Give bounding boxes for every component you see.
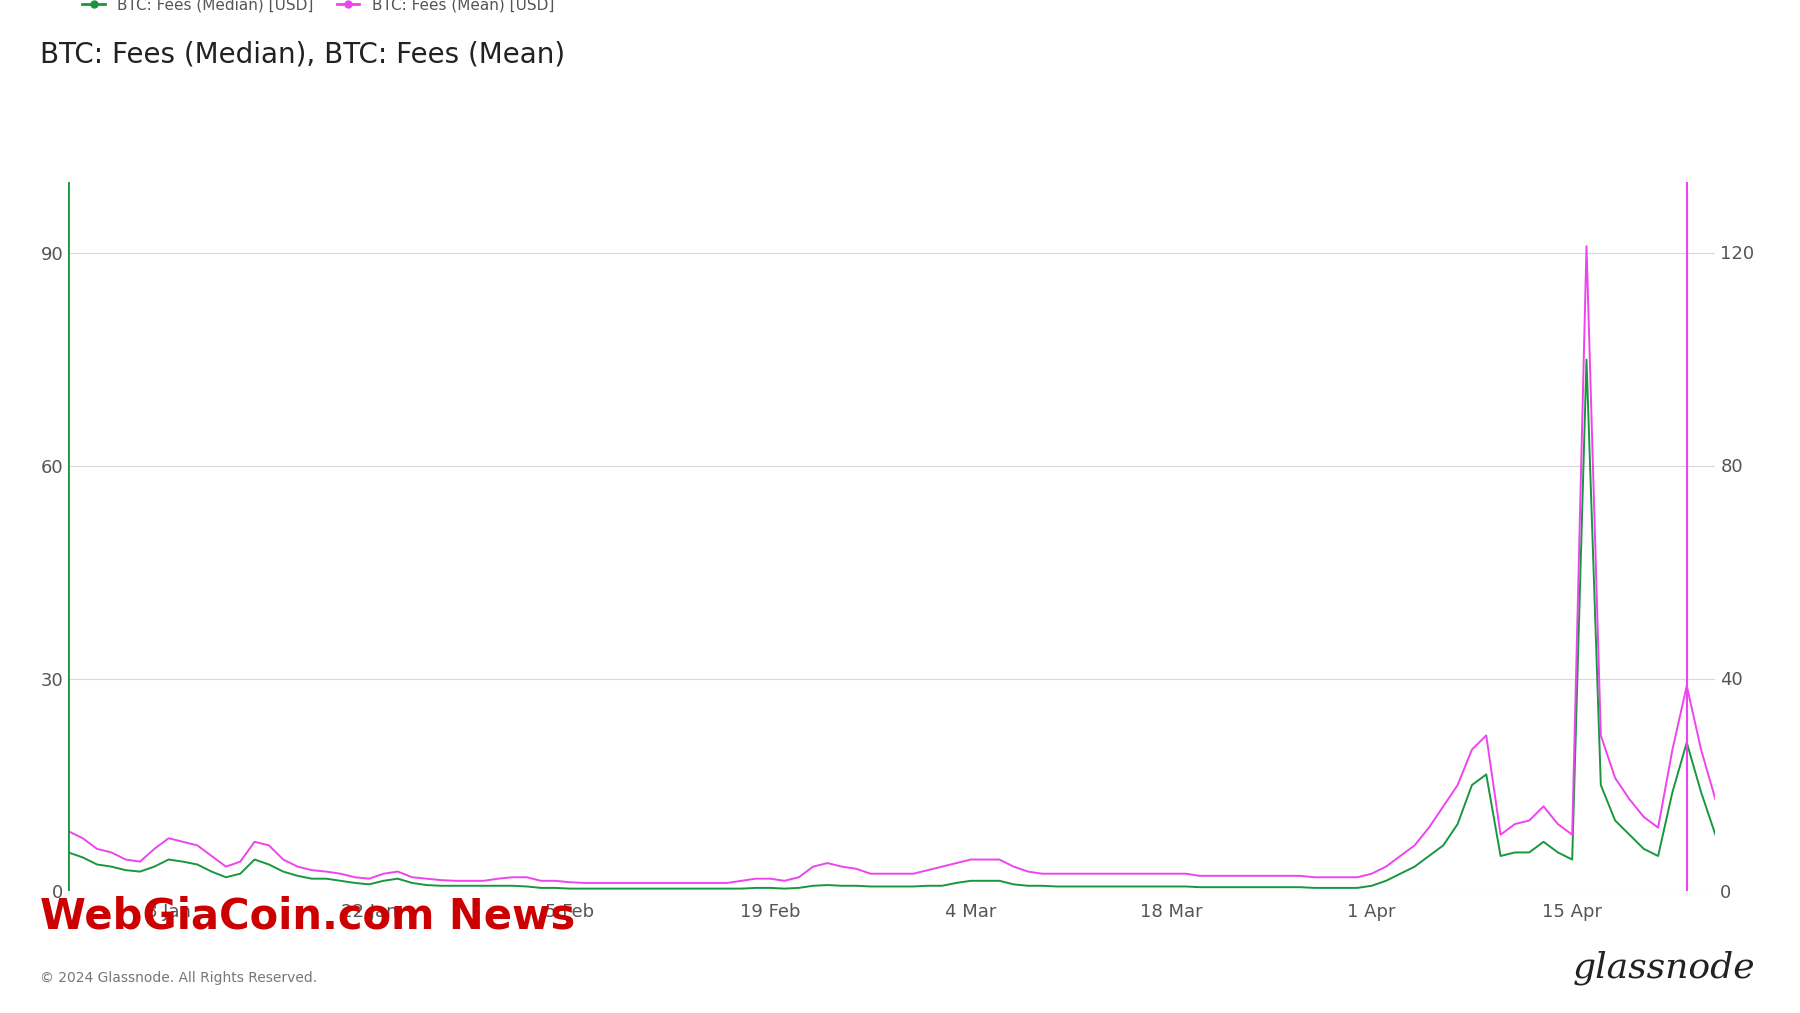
- Text: glassnode: glassnode: [1573, 950, 1755, 985]
- Text: BTC: Fees (Median), BTC: Fees (Mean): BTC: Fees (Median), BTC: Fees (Mean): [40, 41, 565, 69]
- Legend: BTC: Fees (Median) [USD], BTC: Fees (Mean) [USD]: BTC: Fees (Median) [USD], BTC: Fees (Mea…: [76, 0, 560, 18]
- Text: WebGiaCoin.com News: WebGiaCoin.com News: [40, 895, 574, 937]
- Text: © 2024 Glassnode. All Rights Reserved.: © 2024 Glassnode. All Rights Reserved.: [40, 970, 317, 985]
